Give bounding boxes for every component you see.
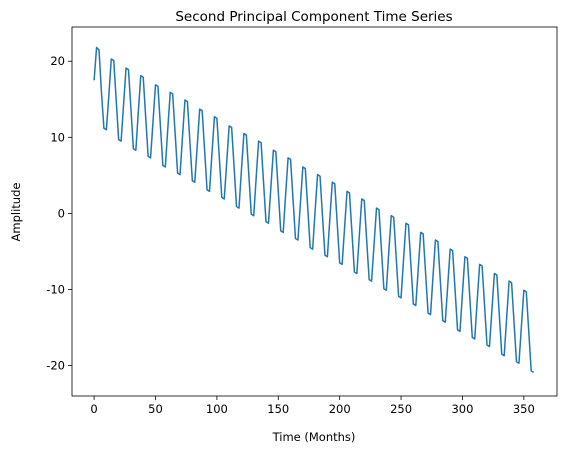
y-tick-label: 10 xyxy=(50,130,65,144)
y-tick-label: 20 xyxy=(50,54,65,68)
x-tick-label: 250 xyxy=(390,402,412,416)
y-tick-label: -20 xyxy=(46,359,65,373)
x-tick-label: 300 xyxy=(451,402,473,416)
y-axis-label: Amplitude xyxy=(9,183,23,242)
x-tick-label: 350 xyxy=(513,402,535,416)
y-tick-label: 0 xyxy=(58,206,65,220)
x-tick-label: 50 xyxy=(148,402,163,416)
x-tick-label: 150 xyxy=(267,402,289,416)
x-tick-label: 0 xyxy=(90,402,97,416)
x-tick-label: 100 xyxy=(206,402,228,416)
x-axis-label: Time (Months) xyxy=(272,430,356,444)
chart-title: Second Principal Component Time Series xyxy=(175,9,452,25)
y-tick-label: -10 xyxy=(46,282,65,296)
data-line xyxy=(93,46,535,374)
plot-frame xyxy=(71,26,558,397)
x-tick-label: 200 xyxy=(329,402,351,416)
